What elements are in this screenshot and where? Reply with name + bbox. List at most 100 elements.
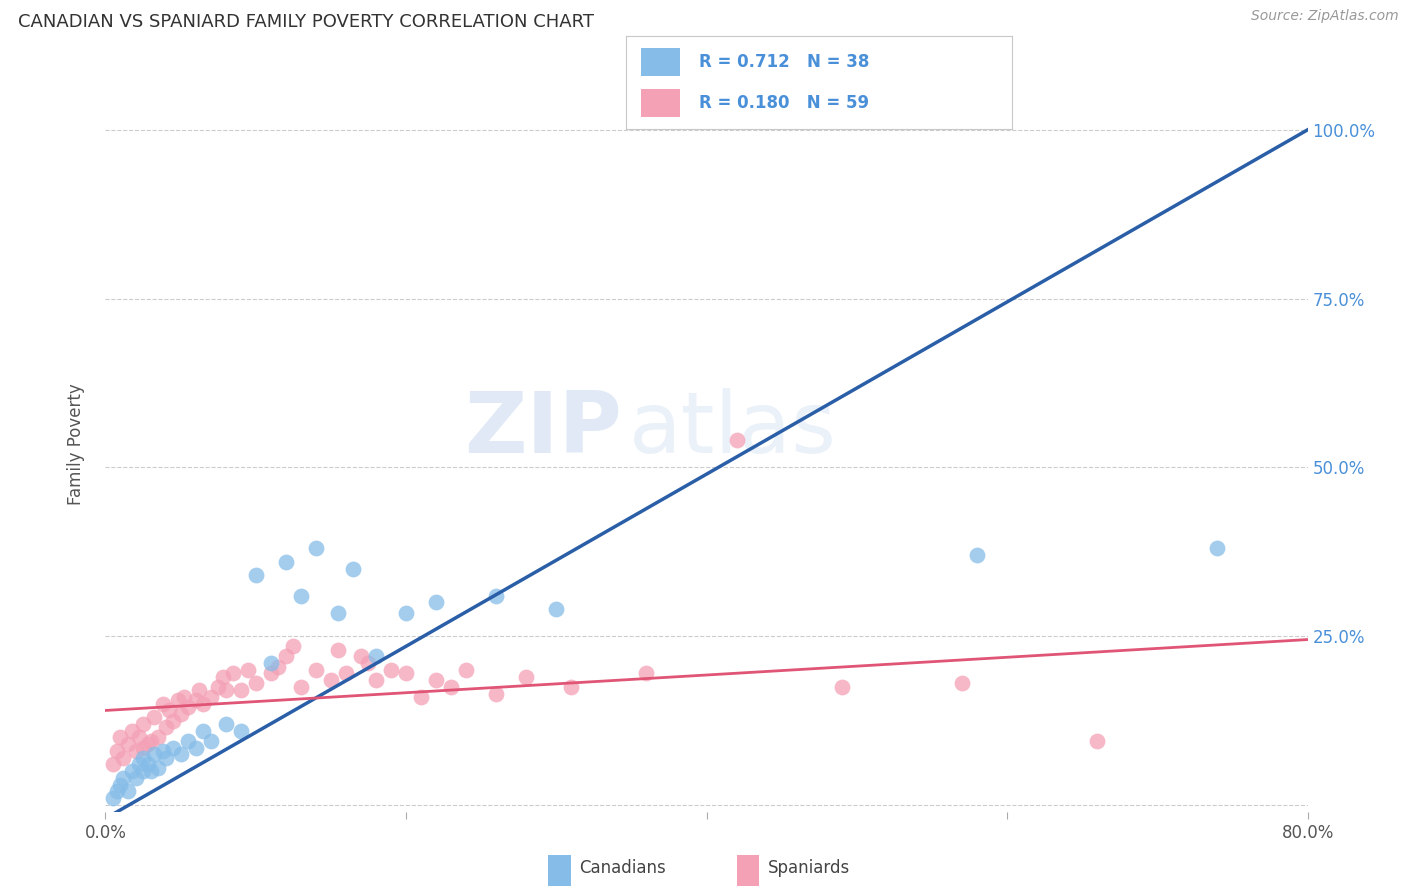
Point [112,771,135,785]
Point [132,740,155,755]
Point [364,649,387,664]
Point [117,784,139,798]
Point [214,717,236,731]
Point [110,778,132,792]
Bar [641,48,681,76]
Point [222,666,245,681]
Point [966,548,988,562]
Point [139,764,162,779]
Text: atlas: atlas [628,387,837,471]
Point [425,595,447,609]
Point [107,784,129,798]
Point [128,731,150,745]
Point [177,700,200,714]
Point [132,750,155,764]
Point [328,642,350,657]
Point [121,723,143,738]
Point [169,706,191,721]
Point [290,589,312,603]
Point [515,670,537,684]
Point [173,690,195,704]
Point [305,541,328,556]
Point [229,683,252,698]
Point [229,723,252,738]
Point [395,606,418,620]
Point [132,717,155,731]
Point [139,734,162,748]
Point [380,663,402,677]
Point [283,640,305,654]
Point [950,676,973,690]
Point [169,747,191,762]
Point [485,687,508,701]
Point [440,680,463,694]
Point [155,750,177,764]
Point [214,683,236,698]
Point [191,697,214,711]
Point [117,737,139,751]
Point [211,670,233,684]
Point [395,666,418,681]
Point [142,710,165,724]
Text: Source: ZipAtlas.com: Source: ZipAtlas.com [1251,9,1399,23]
Point [350,649,373,664]
Point [162,740,184,755]
Point [110,731,132,745]
Point [454,663,477,677]
Point [364,673,387,687]
Point [124,744,146,758]
Point [152,744,174,758]
Point [1206,541,1229,556]
Point [290,680,312,694]
Text: ZIP: ZIP [464,387,623,471]
Point [107,744,129,758]
Point [274,649,297,664]
Point [152,697,174,711]
Point [136,757,159,772]
Point [155,720,177,734]
Point [136,737,159,751]
Text: CANADIAN VS SPANIARD FAMILY POVERTY CORRELATION CHART: CANADIAN VS SPANIARD FAMILY POVERTY CORR… [18,13,595,31]
Point [121,764,143,779]
Point [184,693,207,707]
Text: R = 0.712   N = 38: R = 0.712 N = 38 [699,53,869,70]
Point [128,757,150,772]
Point [132,764,155,779]
Point [725,434,748,448]
Point [101,757,124,772]
Point [124,771,146,785]
Point [546,602,568,616]
Text: Canadians: Canadians [579,859,666,877]
Point [112,750,135,764]
Point [335,666,357,681]
Point [357,656,380,670]
Point [191,723,214,738]
Point [831,680,853,694]
Point [305,663,328,677]
Point [177,734,200,748]
Point [409,690,432,704]
Point [1085,734,1108,748]
Point [260,666,283,681]
Point [274,555,297,569]
Point [267,659,290,673]
Point [166,693,188,707]
Text: R = 0.180   N = 59: R = 0.180 N = 59 [699,95,869,112]
Point [485,589,508,603]
Point [157,703,180,717]
Point [342,562,364,576]
Point [146,731,169,745]
Point [200,734,222,748]
Point [636,666,658,681]
Point [245,676,267,690]
Point [328,606,350,620]
Point [187,683,209,698]
Point [560,680,582,694]
Point [425,673,447,687]
Point [142,747,165,762]
Point [200,690,222,704]
Point [184,740,207,755]
Bar [641,89,681,117]
Point [146,761,169,775]
Point [245,568,267,582]
